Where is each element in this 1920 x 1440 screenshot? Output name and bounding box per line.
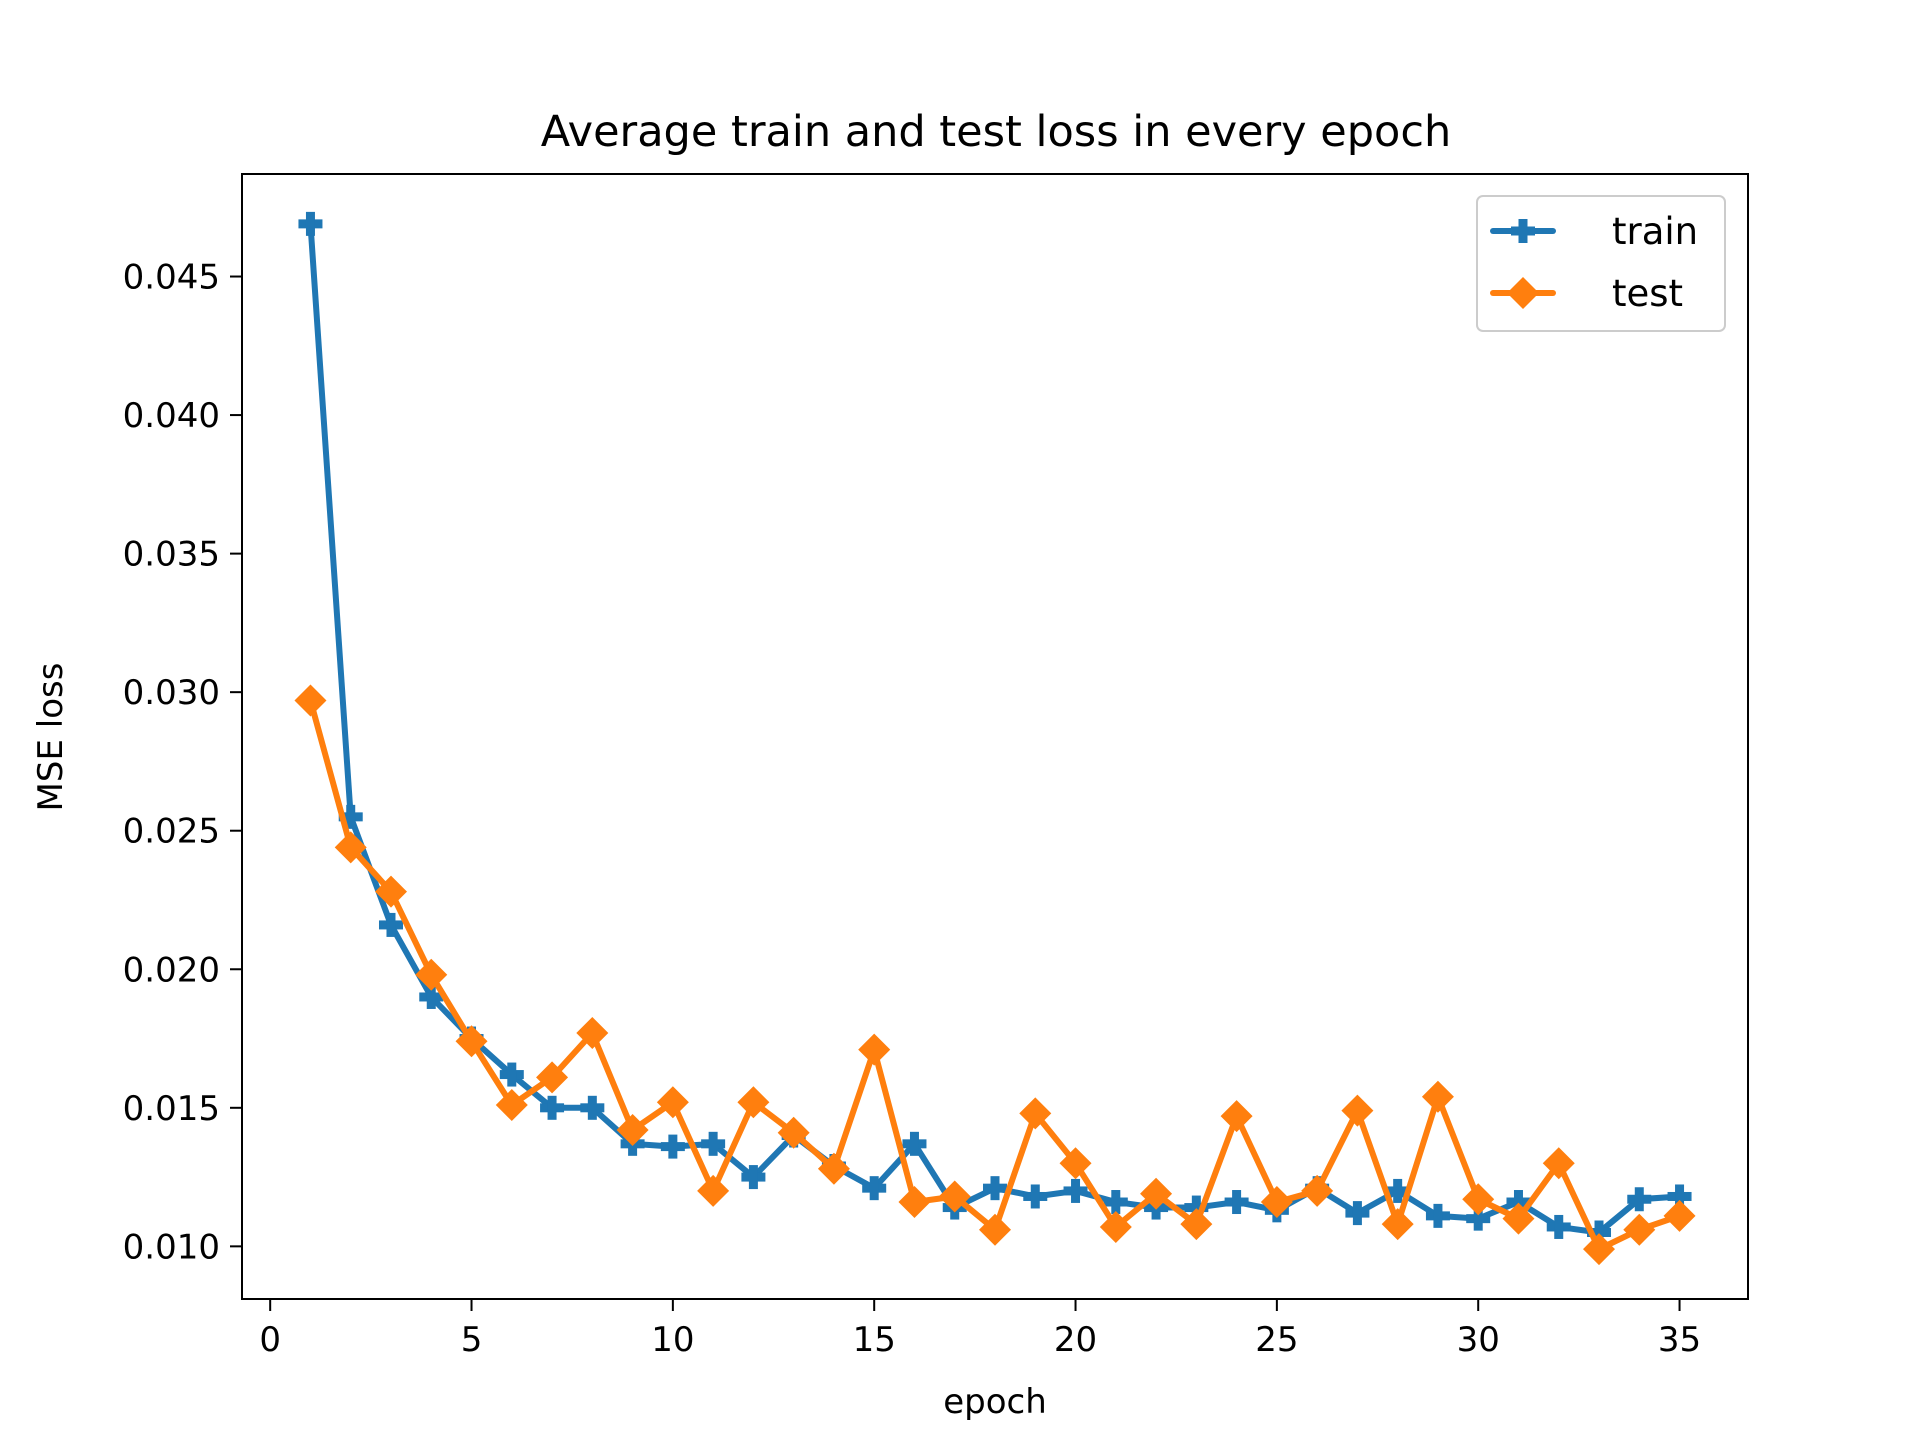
- train-point-29: [1425, 1203, 1450, 1228]
- test-point-11: [697, 1174, 730, 1207]
- train-point-16: [902, 1131, 927, 1156]
- y-tick-label: 0.020: [123, 950, 220, 990]
- test-point-1: [294, 684, 327, 717]
- test-point-16: [898, 1186, 931, 1219]
- train-point-4: [419, 984, 444, 1009]
- x-tick-label: 30: [1457, 1320, 1500, 1360]
- test-point-25: [1260, 1186, 1293, 1219]
- train-point-2: [338, 804, 363, 829]
- y-axis: 0.010 0.015 0.020 0.025 0.030 0.035 0.040 0.045: [123, 258, 242, 1267]
- y-tick-label: 0.015: [123, 1089, 220, 1129]
- y-tick-label: 0.040: [123, 396, 220, 436]
- y-axis-label: MSE loss: [31, 663, 71, 812]
- test-point-28: [1381, 1208, 1414, 1241]
- test-point-21: [1099, 1210, 1132, 1243]
- train-point-23: [1184, 1195, 1209, 1220]
- x-axis: 0 5 10 15 20 25 30 35: [259, 1299, 1701, 1360]
- legend-marker: [1507, 277, 1539, 309]
- test-point-22: [1140, 1177, 1173, 1210]
- test-point-15: [858, 1033, 891, 1066]
- test-point-35: [1663, 1199, 1696, 1232]
- test-point-2: [334, 831, 367, 864]
- train-point-19: [1023, 1184, 1048, 1209]
- test-point-24: [1220, 1100, 1253, 1133]
- train-point-6: [499, 1062, 524, 1087]
- test-point-7: [536, 1061, 569, 1094]
- test-point-29: [1421, 1080, 1454, 1113]
- test-point-10: [656, 1086, 689, 1119]
- train-point-35: [1667, 1184, 1692, 1209]
- train-point-24: [1224, 1190, 1249, 1215]
- x-tick-label: 15: [853, 1320, 896, 1360]
- train-point-28: [1385, 1178, 1410, 1203]
- plot-frame: [241, 173, 1749, 1300]
- test-point-34: [1623, 1213, 1656, 1246]
- x-tick-label: 20: [1054, 1320, 1097, 1360]
- test-point-12: [737, 1086, 770, 1119]
- x-tick-label: 35: [1658, 1320, 1701, 1360]
- train-point-12: [741, 1165, 766, 1190]
- y-tick-label: 0.035: [123, 535, 220, 575]
- test-point-3: [374, 875, 407, 908]
- test-point-31: [1502, 1202, 1535, 1235]
- test-point-30: [1462, 1183, 1495, 1216]
- series-test: [294, 684, 1696, 1266]
- test-point-33: [1583, 1233, 1616, 1266]
- train-point-11: [701, 1131, 726, 1156]
- x-tick-label: 25: [1255, 1320, 1298, 1360]
- train-point-34: [1627, 1187, 1652, 1212]
- legend-label: train: [1612, 210, 1698, 253]
- legend-item-test: test: [1490, 272, 1683, 315]
- train-point-33: [1587, 1220, 1612, 1245]
- train-point-1: [298, 211, 323, 236]
- train-point-31: [1506, 1190, 1531, 1215]
- test-point-20: [1059, 1147, 1092, 1180]
- legend: train test: [1476, 195, 1726, 332]
- train-point-3: [378, 912, 403, 937]
- test-point-26: [1301, 1174, 1334, 1207]
- test-point-18: [979, 1213, 1011, 1246]
- train-point-20: [1063, 1178, 1088, 1203]
- test-point-9: [616, 1113, 649, 1146]
- train-point-7: [540, 1095, 565, 1120]
- test-point-23: [1180, 1208, 1213, 1241]
- x-tick-label: 10: [651, 1320, 694, 1360]
- train-point-32: [1546, 1214, 1571, 1239]
- legend-item-train: train: [1490, 210, 1698, 253]
- train-point-15: [862, 1176, 887, 1201]
- y-tick-label: 0.010: [123, 1227, 220, 1267]
- test-point-14: [817, 1152, 850, 1185]
- test-point-4: [415, 958, 448, 991]
- train-point-27: [1345, 1201, 1370, 1226]
- test-point-6: [495, 1089, 528, 1122]
- train-point-8: [580, 1095, 605, 1120]
- legend-marker: [1511, 219, 1535, 243]
- x-tick-label: 0: [259, 1320, 281, 1360]
- test-point-32: [1542, 1147, 1575, 1180]
- x-axis-label: epoch: [943, 1382, 1047, 1422]
- legend-label: test: [1612, 272, 1683, 315]
- x-tick-label: 5: [461, 1320, 483, 1360]
- y-tick-label: 0.030: [123, 673, 220, 713]
- train-point-18: [983, 1176, 1007, 1201]
- test-point-5: [455, 1025, 488, 1058]
- chart-title: Average train and test loss in every epo…: [541, 107, 1452, 157]
- test-point-27: [1341, 1094, 1374, 1127]
- test-point-8: [576, 1016, 609, 1049]
- plot-area: [294, 211, 1696, 1266]
- train-point-21: [1103, 1190, 1128, 1215]
- y-tick-label: 0.025: [123, 812, 220, 852]
- train-point-30: [1466, 1206, 1491, 1231]
- test-point-13: [777, 1116, 810, 1149]
- y-tick-label: 0.045: [123, 258, 220, 298]
- train-point-10: [660, 1134, 685, 1159]
- test-point-19: [1019, 1097, 1052, 1130]
- test-point-17: [938, 1180, 971, 1213]
